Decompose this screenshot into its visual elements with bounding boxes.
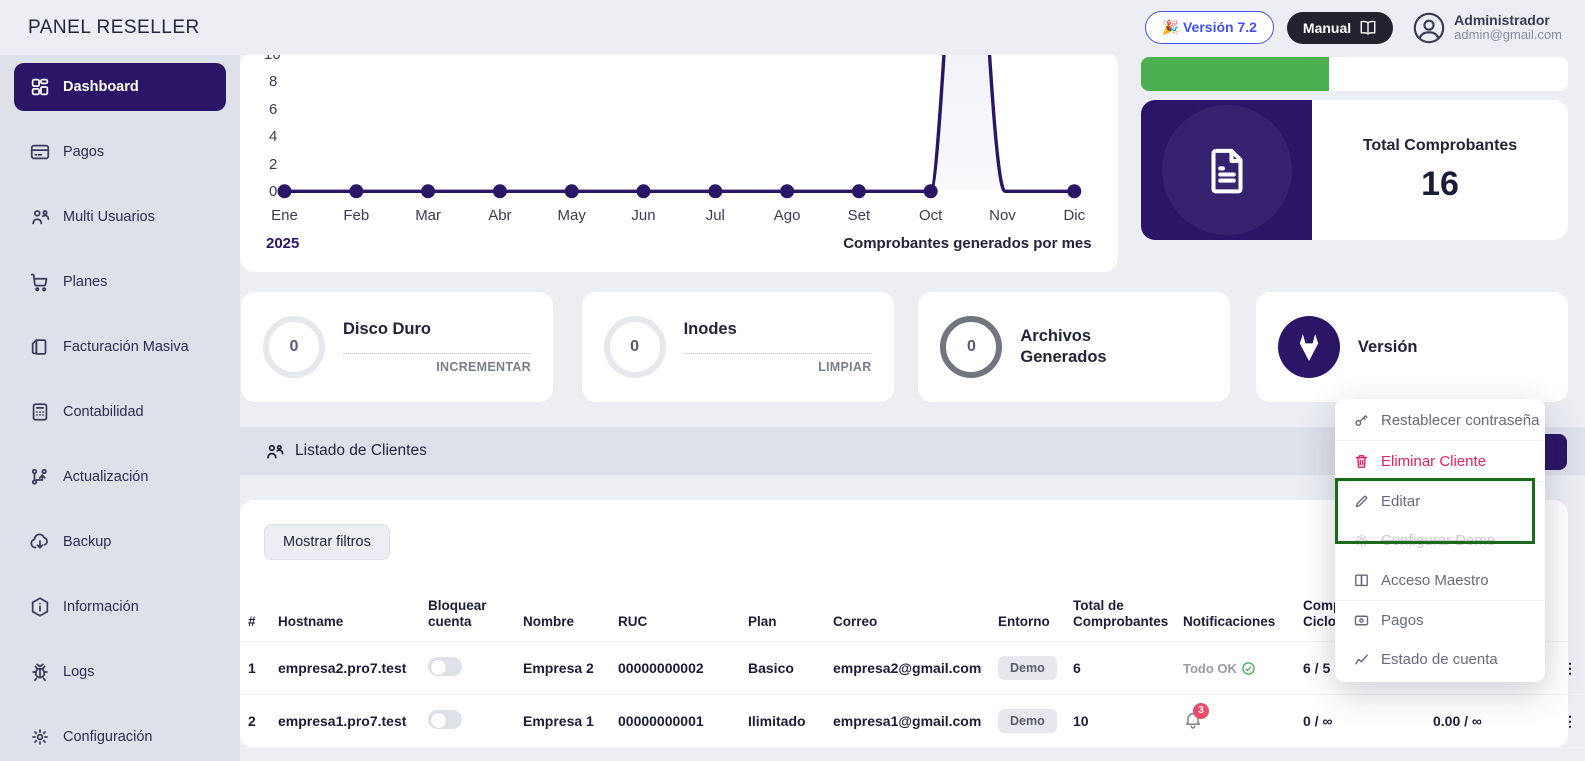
svg-text:May: May bbox=[558, 206, 587, 223]
svg-text:Set: Set bbox=[848, 206, 871, 223]
svg-text:Mar: Mar bbox=[415, 206, 441, 223]
svg-text:6: 6 bbox=[269, 100, 277, 117]
svg-text:8: 8 bbox=[269, 72, 277, 89]
svg-text:Nov: Nov bbox=[989, 206, 1016, 223]
svg-text:Abr: Abr bbox=[488, 206, 511, 223]
svg-text:Oct: Oct bbox=[919, 206, 943, 223]
svg-text:Dic: Dic bbox=[1063, 206, 1085, 223]
svg-text:Ene: Ene bbox=[271, 206, 298, 223]
svg-text:Jul: Jul bbox=[706, 206, 725, 223]
svg-text:Jun: Jun bbox=[631, 206, 655, 223]
svg-text:Feb: Feb bbox=[343, 206, 369, 223]
svg-text:2: 2 bbox=[269, 155, 277, 172]
svg-text:4: 4 bbox=[269, 127, 277, 144]
svg-text:Ago: Ago bbox=[774, 206, 801, 223]
svg-text:0: 0 bbox=[269, 182, 277, 199]
